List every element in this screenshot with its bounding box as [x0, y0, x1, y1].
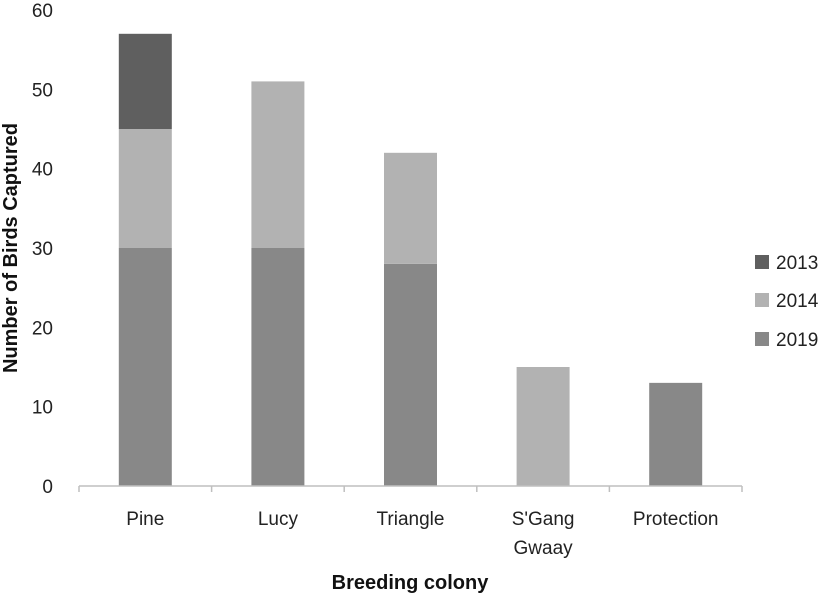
bar-segment-2013: [118, 33, 172, 129]
bar-segment-2019: [649, 382, 703, 486]
bar-segment-2014: [384, 152, 437, 264]
y-axis: 0 10 20 30 40 50 60: [32, 1, 53, 498]
x-axis-title: Breeding colony: [332, 572, 490, 594]
y-tick-label: 40: [32, 160, 53, 181]
bar-segment-2014: [516, 367, 570, 486]
bars-group: [118, 33, 703, 486]
bar-segment-2014: [118, 129, 172, 248]
x-tick-label: Lucy: [258, 509, 299, 530]
y-tick-label: 10: [32, 398, 53, 419]
x-tick-label: S'Gang Gwaay: [512, 509, 575, 559]
bar-segment-2014: [251, 81, 305, 249]
legend-label-2013: 2013: [776, 253, 818, 274]
y-tick-label: 20: [32, 318, 53, 339]
legend-label-2014: 2014: [776, 291, 819, 312]
bar-segment-2019: [251, 248, 305, 486]
bar-segment-2019: [384, 263, 437, 486]
y-axis-title: Number of Birds Captured: [0, 123, 22, 373]
legend: 2013 2014 2019: [755, 253, 819, 351]
x-axis: Pine Lucy Triangle S'Gang Gwaay Protection: [126, 509, 718, 559]
legend-label-2019: 2019: [776, 330, 818, 351]
y-tick-label: 0: [42, 477, 53, 498]
legend-swatch-2013: [755, 255, 769, 269]
x-tick-label: Protection: [633, 509, 719, 530]
x-tick-label: Triangle: [377, 509, 445, 530]
y-tick-label: 60: [32, 1, 53, 22]
x-axis-ticks: [78, 486, 743, 492]
y-tick-label: 50: [32, 80, 53, 101]
bar-segment-2019: [118, 248, 172, 486]
legend-swatch-2019: [755, 332, 769, 346]
x-tick-label: Pine: [126, 509, 164, 530]
y-tick-label: 30: [32, 239, 53, 260]
legend-swatch-2014: [755, 293, 769, 307]
